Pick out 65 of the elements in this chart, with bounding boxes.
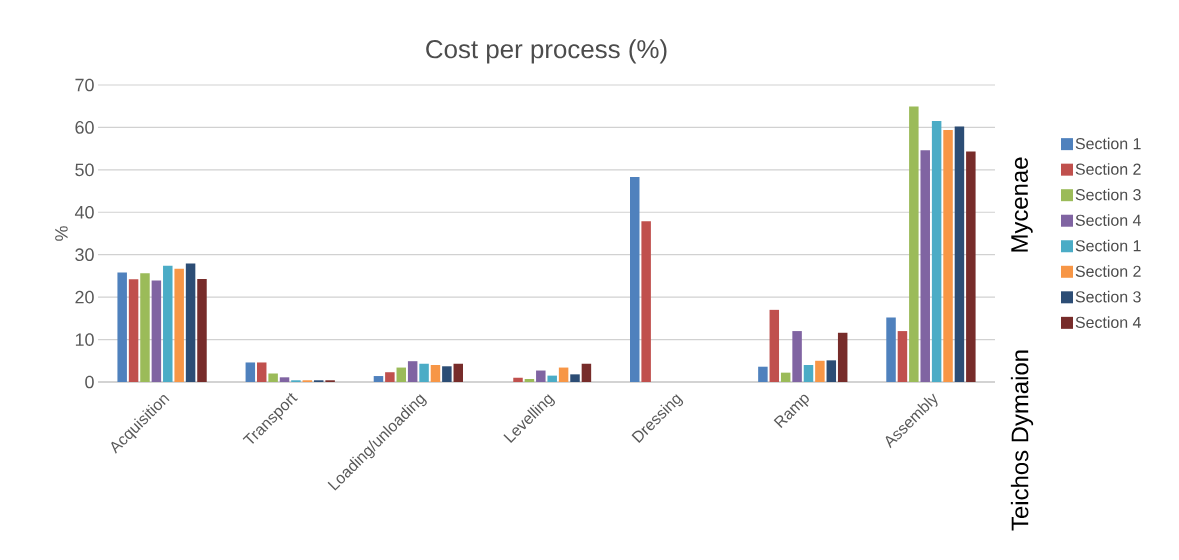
bar <box>373 376 384 382</box>
bar <box>442 366 452 382</box>
text: Teichos Dymaion <box>1010 350 1034 531</box>
bar <box>245 362 256 382</box>
bar <box>780 372 791 382</box>
bar <box>758 366 768 382</box>
bar <box>419 363 429 382</box>
bar <box>826 360 837 382</box>
y-tick-label: 10 <box>75 333 94 346</box>
bar <box>966 151 976 382</box>
bar <box>837 332 848 382</box>
bar <box>815 360 825 382</box>
bar <box>513 377 523 382</box>
bar <box>430 365 441 382</box>
legend-label: Section 4 <box>1075 316 1141 329</box>
bar <box>279 377 290 382</box>
bar <box>256 362 267 382</box>
bar <box>920 150 930 382</box>
bar <box>769 309 780 382</box>
bar <box>407 361 418 382</box>
y-tick-label: 70 <box>75 78 94 92</box>
legend-label: Section 2 <box>1075 265 1141 277</box>
y-axis-title: % <box>55 226 68 241</box>
legend-label: Section 2 <box>1075 163 1141 175</box>
bar <box>943 129 953 382</box>
legend-label: Section 4 <box>1075 214 1141 226</box>
bar <box>524 379 535 382</box>
bar <box>581 363 592 382</box>
bar <box>909 106 919 382</box>
bar <box>954 126 965 382</box>
bar <box>803 365 814 382</box>
bar <box>886 317 896 382</box>
bar <box>641 221 651 382</box>
y-tick-label: 50 <box>75 163 94 177</box>
bar <box>396 367 407 382</box>
bar <box>197 278 207 382</box>
bar <box>128 279 139 382</box>
bar <box>547 375 557 382</box>
bar <box>558 367 569 382</box>
y-tick-label: 40 <box>74 205 94 219</box>
y-tick-label: 60 <box>75 121 94 134</box>
bar <box>630 177 640 382</box>
bar <box>931 121 942 382</box>
bar <box>536 370 546 382</box>
y-tick-label: 30 <box>75 248 94 262</box>
bar <box>163 265 173 382</box>
bar <box>268 373 278 382</box>
bar <box>570 374 580 382</box>
y-tick-label: 20 <box>75 290 94 304</box>
bar <box>185 263 196 382</box>
chart-title: Cost per process (%) <box>426 39 667 64</box>
legend-label: Section 3 <box>1075 188 1141 201</box>
bar <box>174 268 184 382</box>
bar <box>385 372 395 382</box>
text: Mycenae <box>1011 157 1033 252</box>
bar <box>151 280 162 382</box>
legend-label: Section 3 <box>1075 290 1141 303</box>
bar <box>117 272 127 382</box>
legend-label: Section 1 <box>1075 239 1141 252</box>
legend-label: Section 1 <box>1075 137 1141 150</box>
bar <box>792 331 802 382</box>
y-tick-label: 0 <box>85 375 94 389</box>
bar <box>140 273 150 382</box>
bar <box>897 331 908 382</box>
bar <box>453 363 464 382</box>
